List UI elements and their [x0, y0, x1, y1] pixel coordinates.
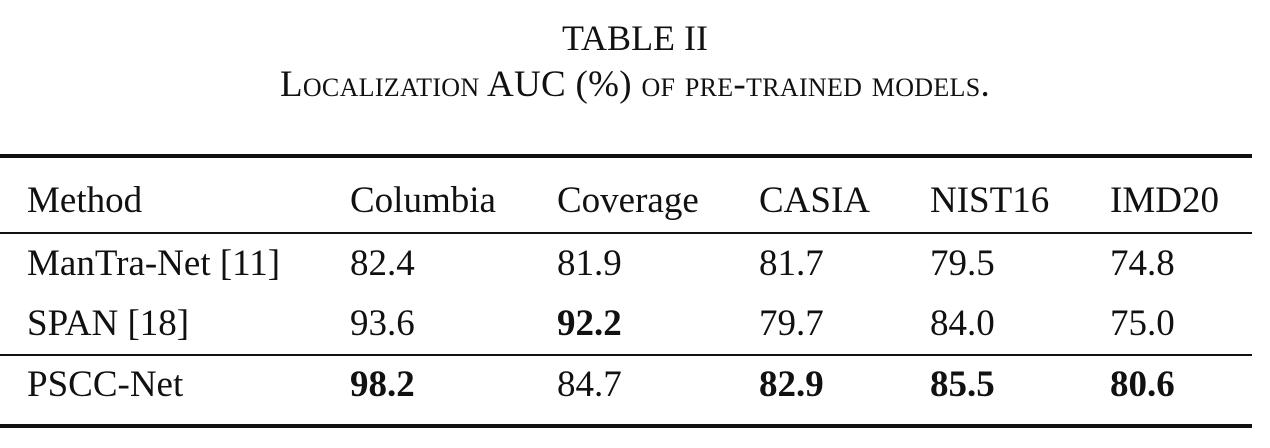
header-imd20: IMD20	[1110, 180, 1219, 221]
table-row: ManTra-Net [11] 82.4 81.9 81.7 79.5 74.8	[0, 244, 1252, 284]
auc-value: 93.6	[350, 303, 415, 344]
table-caption: Localization AUC (%) of pre-trained mode…	[279, 64, 991, 105]
auc-value: 80.6	[1110, 364, 1175, 405]
auc-value: 79.7	[759, 303, 824, 344]
table-row: PSCC-Net 98.2 84.7 82.9 85.5 80.6	[0, 365, 1252, 405]
auc-value: 81.7	[759, 243, 824, 284]
auc-value: 75.0	[1110, 303, 1175, 344]
table-header-row: Method Columbia Coverage CASIA NIST16 IM…	[0, 181, 1252, 221]
auc-value: 74.8	[1110, 243, 1175, 284]
auc-value: 81.9	[557, 243, 622, 284]
bottom-rule	[0, 424, 1252, 428]
auc-value: 82.4	[350, 243, 415, 284]
method-name: ManTra-Net [11]	[27, 243, 281, 284]
header-nist16: NIST16	[930, 180, 1050, 221]
header-method: Method	[27, 180, 143, 221]
header-casia: CASIA	[759, 180, 871, 221]
method-name: PSCC-Net	[27, 364, 184, 405]
top-rule	[0, 154, 1252, 158]
auc-value: 98.2	[350, 364, 415, 405]
auc-value: 84.7	[557, 364, 622, 405]
header-columbia: Columbia	[350, 180, 496, 221]
auc-value: 85.5	[930, 364, 995, 405]
header-coverage: Coverage	[557, 180, 699, 221]
table-row: SPAN [18] 93.6 92.2 79.7 84.0 75.0	[0, 304, 1252, 344]
auc-value: 82.9	[759, 364, 824, 405]
method-name: SPAN [18]	[27, 303, 190, 344]
auc-value: 92.2	[557, 303, 622, 344]
section-rule	[0, 354, 1252, 356]
table-label: TABLE II	[561, 18, 709, 58]
auc-value: 79.5	[930, 243, 995, 284]
auc-value: 84.0	[930, 303, 995, 344]
header-rule	[0, 232, 1252, 234]
